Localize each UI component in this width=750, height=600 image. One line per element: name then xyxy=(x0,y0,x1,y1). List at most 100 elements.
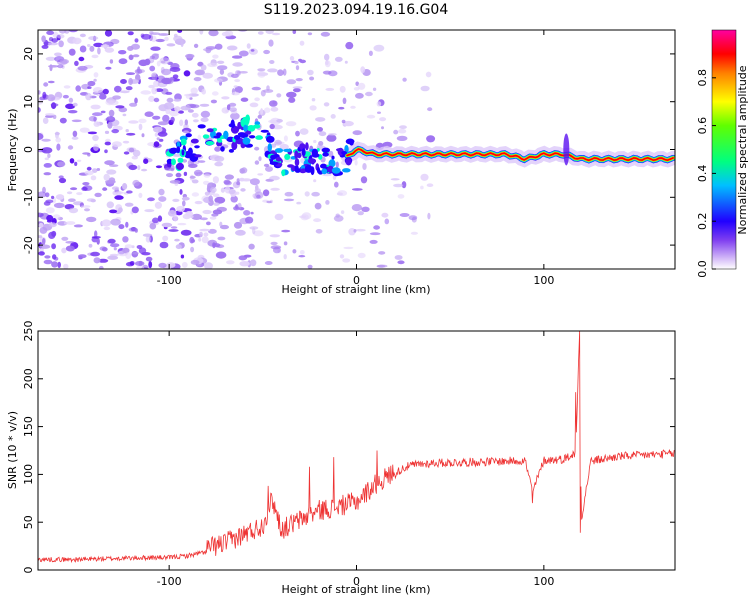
noise-blob xyxy=(177,30,183,33)
noise-blob xyxy=(63,85,71,89)
noise-blob xyxy=(42,186,46,194)
y-tick-label: 50 xyxy=(22,515,35,529)
noise-blob xyxy=(38,212,44,218)
noise-blob xyxy=(200,117,209,123)
noise-blob xyxy=(224,30,234,37)
noise-blob xyxy=(328,150,334,158)
noise-blob xyxy=(394,255,403,260)
noise-blob xyxy=(257,70,266,78)
noise-blob xyxy=(175,244,182,250)
noise-blob xyxy=(190,246,195,253)
ridge-blob xyxy=(254,121,261,126)
noise-blob xyxy=(93,42,104,48)
noise-blob xyxy=(102,88,109,95)
noise-blob xyxy=(198,237,202,242)
noise-blob xyxy=(158,188,165,196)
ridge-band xyxy=(346,148,674,162)
ridge-blob xyxy=(287,164,295,168)
noise-blob xyxy=(355,92,364,99)
noise-blob xyxy=(148,261,153,269)
noise-blob xyxy=(263,49,270,55)
noise-blob xyxy=(221,96,230,100)
colorbar-ticks: 0.0 0.2 0.4 0.6 0.8 xyxy=(696,69,716,278)
noise-blob xyxy=(145,256,153,262)
noise-blob xyxy=(138,118,147,124)
noise-blob xyxy=(173,98,181,102)
noise-blob xyxy=(263,163,270,167)
noise-blob xyxy=(155,88,164,92)
noise-blob xyxy=(230,112,240,120)
noise-blob xyxy=(55,137,61,143)
noise-blob xyxy=(93,257,101,264)
noise-blob xyxy=(124,244,133,249)
noise-blob xyxy=(402,77,407,82)
noise-blob xyxy=(105,179,116,184)
ridge-blob xyxy=(216,132,222,137)
ridge-blob xyxy=(311,153,320,158)
noise-blob xyxy=(283,135,288,142)
noise-blob xyxy=(124,202,134,207)
noise-blob xyxy=(163,102,175,110)
noise-blob xyxy=(344,60,348,64)
noise-blob xyxy=(397,260,405,265)
noise-blob xyxy=(38,222,44,228)
ridge-blob xyxy=(295,168,301,173)
noise-blob xyxy=(354,159,358,166)
noise-blob xyxy=(57,161,66,167)
noise-blob xyxy=(231,55,243,59)
noise-blob xyxy=(56,143,61,151)
noise-blob xyxy=(175,172,182,178)
noise-blob xyxy=(420,173,429,181)
noise-blob xyxy=(250,259,257,267)
noise-blob xyxy=(104,149,108,154)
noise-blob xyxy=(70,187,78,191)
noise-blob xyxy=(357,211,364,216)
snr-xlabel: Height of straight line (km) xyxy=(281,583,430,596)
noise-blob xyxy=(56,34,65,39)
noise-blob xyxy=(254,184,259,191)
noise-blob xyxy=(283,198,295,202)
noise-blob xyxy=(274,139,282,146)
noise-blob xyxy=(154,132,159,137)
noise-blob xyxy=(299,40,305,46)
x-tick-label: -100 xyxy=(157,575,182,588)
noise-blob xyxy=(151,74,158,80)
ridge-blob xyxy=(322,152,329,157)
noise-blob xyxy=(48,222,57,228)
noise-blob xyxy=(62,94,69,99)
noise-blob xyxy=(245,216,254,224)
noise-blob xyxy=(168,229,179,232)
noise-blob xyxy=(270,187,280,191)
noise-blob xyxy=(283,241,288,246)
noise-blob xyxy=(322,173,332,177)
noise-blob xyxy=(86,166,92,171)
noise-blob xyxy=(229,107,237,112)
noise-blob xyxy=(44,255,51,259)
noise-blob xyxy=(396,135,408,141)
noise-blob xyxy=(340,210,345,215)
noise-blob xyxy=(183,70,191,77)
noise-blob xyxy=(167,210,177,217)
noise-blob xyxy=(90,175,97,181)
noise-blob xyxy=(311,98,316,102)
noise-blob xyxy=(252,227,256,235)
noise-blob xyxy=(90,251,100,257)
noise-blob xyxy=(251,86,261,91)
noise-blob xyxy=(426,183,434,187)
noise-blob xyxy=(63,263,69,269)
noise-blob xyxy=(43,82,49,87)
noise-blob xyxy=(304,191,310,197)
noise-blob xyxy=(52,114,57,119)
noise-blob xyxy=(44,157,49,161)
noise-blob xyxy=(269,175,280,181)
noise-blob xyxy=(45,207,55,214)
noise-blob xyxy=(381,126,384,130)
noise-blob xyxy=(239,168,245,174)
noise-blob xyxy=(276,118,283,123)
noise-blob xyxy=(227,141,233,146)
x-tick-label: 0 xyxy=(353,575,360,588)
noise-blob xyxy=(350,105,356,109)
noise-blob xyxy=(197,134,202,141)
noise-blob xyxy=(399,125,407,129)
noise-blob xyxy=(279,143,289,150)
